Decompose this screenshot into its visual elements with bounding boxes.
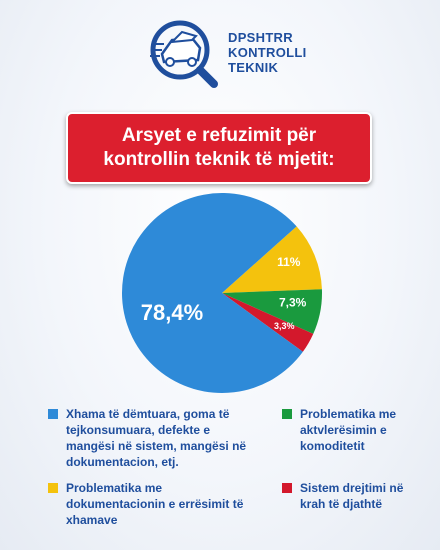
label-comfort: 7,3% xyxy=(279,296,307,310)
legend-swatch-green xyxy=(282,409,292,419)
legend-label-blue: Xhama të dëmtuara, goma të tejkonsumuara… xyxy=(66,407,247,469)
legend-item-red: Sistem drejtimi në krah të djathtë xyxy=(282,480,412,512)
legend-item-green: Problematika me aktvlerësimin e komodite… xyxy=(282,406,412,454)
logo-text: DPSHTRR KONTROLLI TEKNIK xyxy=(228,30,307,75)
legend-swatch-blue xyxy=(48,409,58,419)
legend-item-yellow: Problematika me dokumentacionin e errësi… xyxy=(48,480,248,528)
logo-line-1: DPSHTRR xyxy=(228,30,293,45)
legend-label-yellow: Problematika me dokumentacionin e errësi… xyxy=(66,481,244,527)
legend-swatch-red xyxy=(282,483,292,493)
chart-title: Arsyet e refuzimit për kontrollin teknik… xyxy=(103,125,335,170)
legend-item-blue: Xhama të dëmtuara, goma të tejkonsumuara… xyxy=(48,406,248,470)
label-rhd: 3,3% xyxy=(274,321,295,331)
title-banner: Arsyet e refuzimit për kontrollin teknik… xyxy=(66,112,372,184)
slice-tint xyxy=(222,226,322,293)
logo-line-3: TEKNIK xyxy=(228,60,279,75)
magnifier-car-icon xyxy=(150,20,218,88)
label-main: 78,4% xyxy=(141,300,203,325)
legend-label-red: Sistem drejtimi në krah të djathtë xyxy=(300,481,404,511)
label-tint: 11% xyxy=(277,255,301,269)
slice-main xyxy=(122,192,303,393)
legend-swatch-yellow xyxy=(48,483,58,493)
logo: DPSHTRR KONTROLLI TEKNIK xyxy=(142,14,322,92)
logo-line-2: KONTROLLI xyxy=(228,45,307,60)
slice-rhd xyxy=(222,293,314,352)
slice-comfort xyxy=(222,289,322,334)
legend-label-green: Problematika me aktvlerësimin e komodite… xyxy=(300,407,397,453)
